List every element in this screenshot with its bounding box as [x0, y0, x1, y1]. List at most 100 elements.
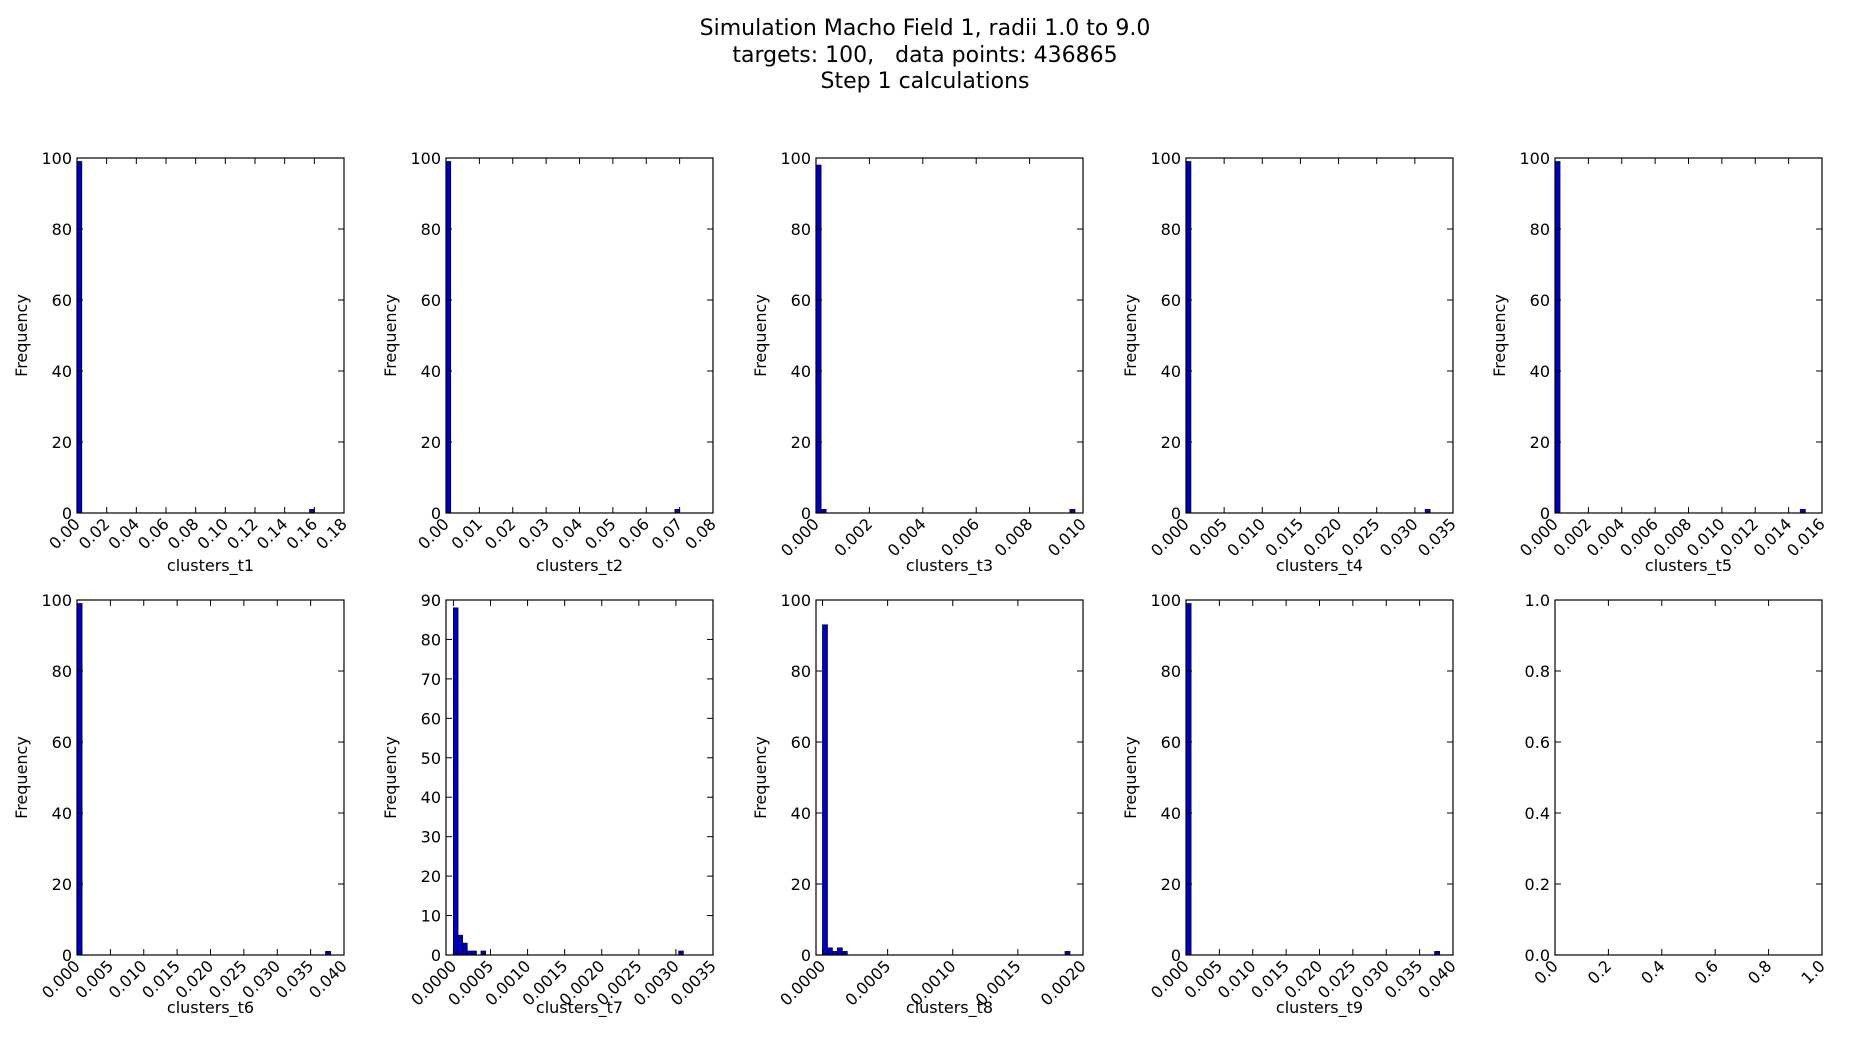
x-tick-label: 0.040: [1414, 956, 1460, 1002]
x-axis-label: clusters_t3: [906, 556, 993, 576]
y-tick-label: 100: [1519, 149, 1550, 168]
x-tick-label: 0.00: [45, 514, 84, 553]
histogram-panel-6: 0204060801000.0000.0050.0100.0150.0200.0…: [12, 591, 351, 1018]
axes-frame: [76, 599, 345, 956]
y-tick-label: 10: [421, 907, 441, 926]
y-axis-label: Frequency: [1121, 294, 1140, 377]
x-tick-label: 0.04: [548, 514, 587, 553]
y-tick-label: 40: [1161, 362, 1181, 381]
y-tick-label: 0.6: [1525, 733, 1550, 752]
y-axis-label: Frequency: [1490, 294, 1509, 377]
y-tick-label: 40: [1161, 804, 1181, 823]
title-line-2: targets: 100, data points: 436865: [732, 43, 1118, 68]
y-tick-label: 0: [431, 946, 441, 965]
x-tick-label: 0.002: [830, 514, 876, 560]
y-tick-label: 60: [1530, 291, 1550, 310]
y-tick-label: 60: [791, 291, 811, 310]
histogram-bar: [445, 161, 452, 514]
y-tick-label: 0.2: [1525, 875, 1550, 894]
y-tick-label: 40: [52, 804, 72, 823]
histogram-panel-5: 0204060801000.0000.0020.0040.0060.0080.0…: [1490, 149, 1829, 576]
histogram-bar: [822, 624, 828, 956]
x-axis-label: clusters_t4: [1276, 556, 1363, 576]
y-tick-label: 60: [52, 291, 72, 310]
histogram-panel-9: 0204060801000.0000.0050.0100.0150.0200.0…: [1121, 591, 1460, 1018]
y-tick-label: 40: [791, 804, 811, 823]
y-axis-label: Frequency: [12, 736, 31, 819]
y-tick-label: 40: [421, 362, 441, 381]
x-tick-label: 0.004: [884, 514, 930, 560]
histogram-bar: [815, 164, 822, 514]
x-tick-label: 0.10: [194, 514, 233, 553]
histogram-bar: [76, 603, 83, 956]
x-tick-label: 0.0020: [1037, 956, 1090, 1009]
histogram-panel-2: 0 20 40 60 80 100 0.000.010.020.030.040.050.06…: [381, 149, 720, 576]
y-tick-label: 0: [1171, 504, 1181, 523]
x-tick-label: 0.01: [448, 514, 487, 553]
x-tick-label: 0.020: [1300, 514, 1346, 560]
y-axis-label: Frequency: [751, 736, 770, 819]
y-tick-label: 100: [1150, 591, 1181, 610]
y-tick-label: 20: [52, 875, 72, 894]
x-tick-label: 0.08: [164, 514, 203, 553]
axes-frame: [1554, 599, 1823, 956]
y-tick-label: 80: [1161, 662, 1181, 681]
y-tick-label: 40: [421, 788, 441, 807]
histogram-bar: [76, 161, 83, 514]
x-axis-label: clusters_t9: [1276, 998, 1363, 1018]
axes-frame: [1554, 157, 1823, 514]
x-tick-label: 0.14: [253, 514, 292, 553]
axes-frame: [815, 157, 1084, 514]
y-tick-label: 80: [421, 630, 441, 649]
y-tick-label: 0: [801, 504, 811, 523]
histogram-bar: [1185, 603, 1192, 956]
y-tick-label: 20: [52, 433, 72, 452]
y-tick-label: 60: [1161, 733, 1181, 752]
histogram-bar: [453, 607, 459, 956]
y-axis-label: Frequency: [381, 736, 400, 819]
y-tick-label: 100: [780, 149, 811, 168]
y-tick-label: 40: [791, 362, 811, 381]
title-line-1: Simulation Macho Field 1, radii 1.0 to 9…: [699, 16, 1151, 41]
x-tick-label: 0.12: [223, 514, 262, 553]
y-tick-label: 20: [1161, 875, 1181, 894]
y-tick-label: 0: [1171, 946, 1181, 965]
x-tick-label: 0.4: [1637, 956, 1668, 987]
histogram-panel-4: 0204060801000.0000.0050.0100.0150.0200.0…: [1121, 149, 1460, 576]
y-tick-label: 100: [780, 591, 811, 610]
axes-frame: [815, 599, 1084, 956]
x-tick-label: 0.035: [1414, 514, 1460, 560]
axes-frame: [1185, 599, 1454, 956]
y-tick-label: 100: [41, 149, 72, 168]
x-tick-label: 0.16: [283, 514, 322, 553]
axes-frame: [445, 157, 714, 514]
histogram-bar: [836, 947, 843, 956]
y-tick-label: 0.4: [1525, 804, 1550, 823]
axes-frame: [1185, 157, 1454, 514]
histogram-bar: [457, 934, 464, 956]
x-axis-label: clusters_t2: [536, 556, 623, 576]
x-tick-label: 0.025: [1338, 514, 1384, 560]
x-axis-label: clusters_t7: [536, 998, 623, 1018]
histogram-panel-10: 0.00.20.40.60.81.00.0 0.2 0.4 0.6 0.8 1.0: [1525, 591, 1829, 988]
x-axis-label: clusters_t8: [906, 998, 993, 1018]
y-tick-label: 100: [1150, 149, 1181, 168]
y-tick-label: 80: [791, 662, 811, 681]
y-tick-label: 0: [431, 504, 441, 523]
x-axis-label: clusters_t5: [1645, 556, 1732, 576]
histogram-bar: [827, 947, 833, 956]
y-tick-label: 20: [791, 433, 811, 452]
x-tick-label: 0.030: [1376, 514, 1422, 560]
y-axis-label: Frequency: [381, 294, 400, 377]
y-tick-label: 0: [1540, 504, 1550, 523]
y-tick-label: 0.0: [1525, 946, 1550, 965]
x-tick-label: 0.010: [1044, 514, 1090, 560]
x-tick-label: 0.0005: [841, 956, 894, 1009]
x-tick-label: 0.010: [1223, 514, 1269, 560]
x-tick-label: 0.02: [75, 514, 114, 553]
y-tick-label: 80: [1530, 220, 1550, 239]
y-tick-label: 60: [791, 733, 811, 752]
